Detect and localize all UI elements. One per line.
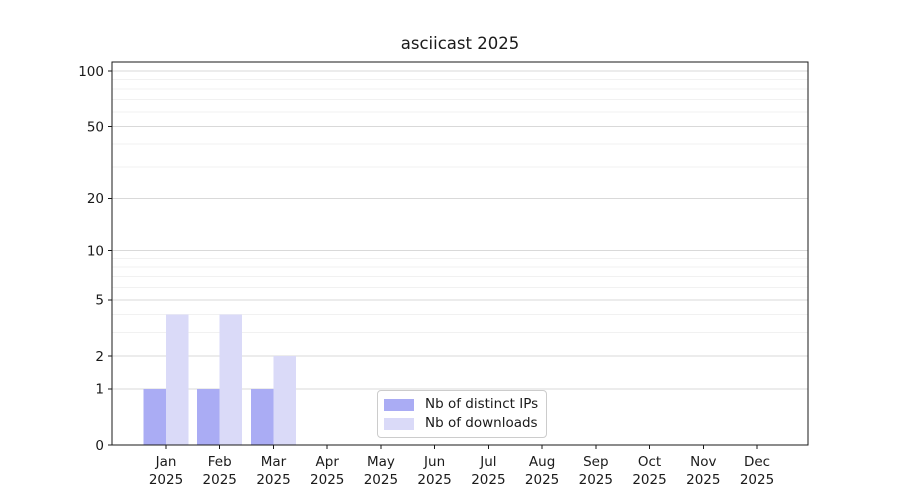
x-axis: Jan 2025 Feb 2025 Mar 2025 Apr 2025 May 2025 Jun 20…	[149, 445, 774, 488]
legend-swatch-distinct-ips	[384, 398, 414, 411]
x-tick-label-month: Apr	[316, 454, 340, 470]
x-tick-label-month: Jun	[423, 454, 445, 470]
x-tick-label-month: Mar	[261, 454, 287, 470]
x-tick-label-year: 2025	[525, 472, 559, 488]
x-tick-label-year: 2025	[149, 472, 183, 488]
x-tick-label-month: Aug	[529, 454, 555, 470]
x-tick-label-year: 2025	[310, 472, 344, 488]
y-tick-label: 100	[78, 64, 104, 80]
x-tick-label-month: Jul	[479, 454, 496, 470]
x-tick-label-month: Nov	[690, 454, 716, 470]
bars	[143, 314, 296, 445]
x-tick-label-year: 2025	[740, 472, 774, 488]
x-tick-label-year: 2025	[417, 472, 451, 488]
x-tick-label-year: 2025	[471, 472, 505, 488]
plot-frame	[111, 61, 809, 446]
legend-label-downloads: Nb of downloads	[425, 414, 538, 431]
x-tick-label-year: 2025	[686, 472, 720, 488]
x-tick-label-month: Oct	[638, 454, 661, 470]
y-gridlines-major	[112, 70, 808, 390]
x-tick-label-month: Jan	[155, 454, 177, 470]
x-tick-label-year: 2025	[203, 472, 237, 488]
x-tick-label-month: Sep	[583, 454, 608, 470]
y-tick-label: 10	[87, 244, 104, 260]
y-gridlines-minor	[112, 79, 808, 334]
bar	[166, 314, 189, 445]
legend-swatch-downloads	[384, 417, 414, 430]
legend: Nb of distinct IPs Nb of downloads	[377, 390, 547, 438]
y-tick-label: 2	[95, 349, 104, 365]
bar	[197, 388, 220, 445]
x-tick-label-month: Dec	[744, 454, 770, 470]
x-tick-label-year: 2025	[632, 472, 666, 488]
legend-label-distinct-ips: Nb of distinct IPs	[425, 395, 539, 412]
y-tick-label: 0	[95, 438, 104, 454]
chart-title: asciicast 2025	[400, 34, 520, 53]
y-tick-label: 50	[87, 119, 104, 135]
bar	[273, 356, 296, 445]
legend-item-distinct-ips: Nb of distinct IPs	[384, 395, 546, 412]
x-tick-label-year: 2025	[364, 472, 398, 488]
x-tick-label-year: 2025	[579, 472, 613, 488]
bar	[219, 314, 243, 445]
y-tick-label: 5	[95, 293, 104, 309]
x-tick-label-month: Feb	[208, 454, 232, 470]
bar	[143, 388, 166, 445]
bar	[251, 388, 274, 445]
legend-item-downloads: Nb of downloads	[384, 414, 546, 431]
y-tick-label: 20	[87, 191, 104, 207]
y-tick-label: 1	[95, 382, 104, 398]
x-tick-label-year: 2025	[256, 472, 290, 488]
x-tick-label-month: May	[367, 454, 395, 470]
